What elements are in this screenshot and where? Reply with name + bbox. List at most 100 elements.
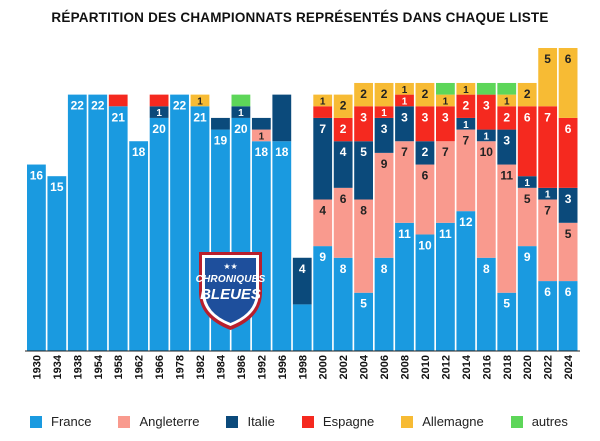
data-label-france-1992: 18 <box>255 145 269 159</box>
data-label-france-1958: 21 <box>112 110 126 124</box>
x-tick-label-1930: 1930 <box>31 355 43 379</box>
bar-segment-angleterre-2012 <box>436 141 455 223</box>
bar-segment-france-2006 <box>374 257 394 351</box>
data-label-france-2018: 5 <box>503 297 510 311</box>
legend-swatch-autres <box>510 415 523 428</box>
data-label-france-1938: 22 <box>71 99 85 113</box>
shield-icon: ★★ <box>199 252 262 330</box>
bar-segment-france-2020 <box>517 246 537 351</box>
bar-segment-italie-1966 <box>149 106 169 118</box>
bar-segment-espagne-2022 <box>538 106 558 188</box>
x-tick-label-1954: 1954 <box>93 354 105 379</box>
data-label-espagne-2002: 2 <box>340 122 347 136</box>
legend-swatch-italie <box>226 415 239 428</box>
data-label-espagne-2012: 3 <box>442 110 449 124</box>
data-label-italie-1998: 4 <box>299 262 306 276</box>
data-label-italie-2014: 1 <box>463 120 469 131</box>
data-label-allemagne-2010: 2 <box>422 87 429 101</box>
bar-segment-angleterre-2018 <box>497 164 517 293</box>
data-label-france-2020: 9 <box>524 250 531 264</box>
data-label-angleterre-2012: 7 <box>442 145 449 159</box>
legend-label-angleterre: Angleterre <box>139 414 200 429</box>
bar-segment-angleterre-2014 <box>456 129 476 212</box>
data-label-france-2014: 12 <box>459 215 473 229</box>
bar-segment-espagne-2024 <box>558 117 578 188</box>
data-label-france-1978: 22 <box>173 99 187 113</box>
bar-segment-france-2010 <box>415 234 435 351</box>
x-tick-labels-layer: 1930 1934 1938 1954 1958 1962 1966 1978 1982 1984… <box>31 354 575 379</box>
bar-segment-france-1998 <box>292 304 312 351</box>
data-label-allemagne-2000: 1 <box>320 96 326 107</box>
data-label-angleterre-2016: 10 <box>480 145 494 159</box>
bar-segment-italie-2010 <box>415 141 435 165</box>
bar-segment-autres-2016 <box>476 82 496 95</box>
data-label-allemagne-2024: 6 <box>565 52 572 66</box>
x-tick-label-1986: 1986 <box>236 355 248 379</box>
star-icon: ★★ <box>223 262 237 271</box>
x-tick-label-1996: 1996 <box>277 355 289 379</box>
data-label-espagne-2010: 3 <box>422 110 429 124</box>
bar-segment-angleterre-1992 <box>251 129 271 142</box>
bar-segment-allemagne-2006 <box>374 82 394 107</box>
bar-segment-france-1978 <box>170 94 189 352</box>
data-label-espagne-2018: 2 <box>503 110 510 124</box>
x-tick-label-2002: 2002 <box>338 355 350 379</box>
data-label-france-1984: 19 <box>214 134 228 148</box>
data-label-france-2024: 6 <box>565 285 572 299</box>
x-tick-label-1962: 1962 <box>134 355 146 379</box>
bar-segment-espagne-2020 <box>517 106 537 177</box>
data-label-espagne-2020: 6 <box>524 110 531 124</box>
data-label-espagne-2022: 7 <box>544 110 551 124</box>
bar-segment-france-1962 <box>129 141 149 351</box>
bar-segment-autres-2012 <box>436 82 455 95</box>
data-label-espagne-2004: 3 <box>360 110 367 124</box>
bar-segment-italie-2002 <box>333 141 353 188</box>
bar-segment-espagne-2010 <box>415 106 435 142</box>
x-tick-label-1958: 1958 <box>113 355 125 379</box>
bar-segment-france-2014 <box>456 211 476 351</box>
bar-segment-allemagne-2004 <box>354 82 373 107</box>
bar-segment-espagne-2014 <box>456 94 476 118</box>
x-tick-label-1998: 1998 <box>297 355 309 379</box>
x-tick-label-2016: 2016 <box>481 355 493 379</box>
bar-segment-autres-2018 <box>497 82 517 95</box>
data-label-allemagne-2008: 1 <box>402 85 408 96</box>
x-tick-label-1966: 1966 <box>154 355 166 379</box>
bar-segment-italie-2014 <box>456 117 476 130</box>
legend-item-allemagne: Allemagne <box>401 414 484 429</box>
bar-segment-espagne-2002 <box>333 117 353 142</box>
bar-segment-france-1934 <box>47 176 67 351</box>
data-label-italie-2018: 3 <box>503 134 510 148</box>
bar-segment-france-2000 <box>313 246 333 351</box>
bar-segment-italie-2000 <box>313 117 333 200</box>
bar-segment-espagne-2016 <box>476 94 496 130</box>
bar-segment-france-2012 <box>436 222 455 351</box>
bar-segment-allemagne-1982 <box>190 94 210 107</box>
bar-segment-france-2016 <box>476 257 496 351</box>
x-tick-label-2006: 2006 <box>379 355 391 379</box>
legend: France Angleterre Italie Espagne Allemagne au… <box>30 414 595 429</box>
bar-segment-france-1966 <box>149 117 169 351</box>
data-label-italie-2008: 3 <box>401 110 408 124</box>
data-label-france-1982: 21 <box>193 110 207 124</box>
bar-segment-france-2022 <box>538 281 558 351</box>
data-label-angleterre-2002: 6 <box>340 192 347 206</box>
bar-segment-italie-2004 <box>354 141 373 200</box>
legend-item-espagne: Espagne <box>301 414 374 429</box>
data-label-angleterre-2000: 4 <box>319 204 326 218</box>
x-tick-label-1978: 1978 <box>175 355 187 379</box>
bar-segment-espagne-2018 <box>497 106 517 130</box>
data-label-angleterre-2014: 7 <box>463 134 470 148</box>
bar-segment-angleterre-2006 <box>374 152 394 258</box>
x-tick-label-2014: 2014 <box>461 354 473 379</box>
data-label-espagne-2006: 1 <box>381 108 387 119</box>
bar-segment-italie-1984 <box>211 117 230 130</box>
legend-swatch-espagne <box>301 415 314 428</box>
bar-segment-italie-2006 <box>374 117 394 153</box>
data-label-italie-2010: 2 <box>422 145 429 159</box>
bar-segment-italie-2018 <box>497 129 517 165</box>
data-label-angleterre-2006: 9 <box>381 157 388 171</box>
bar-segment-france-1996 <box>272 141 292 351</box>
bar-segment-france-1938 <box>67 94 87 352</box>
bar-segment-allemagne-2014 <box>456 82 476 95</box>
